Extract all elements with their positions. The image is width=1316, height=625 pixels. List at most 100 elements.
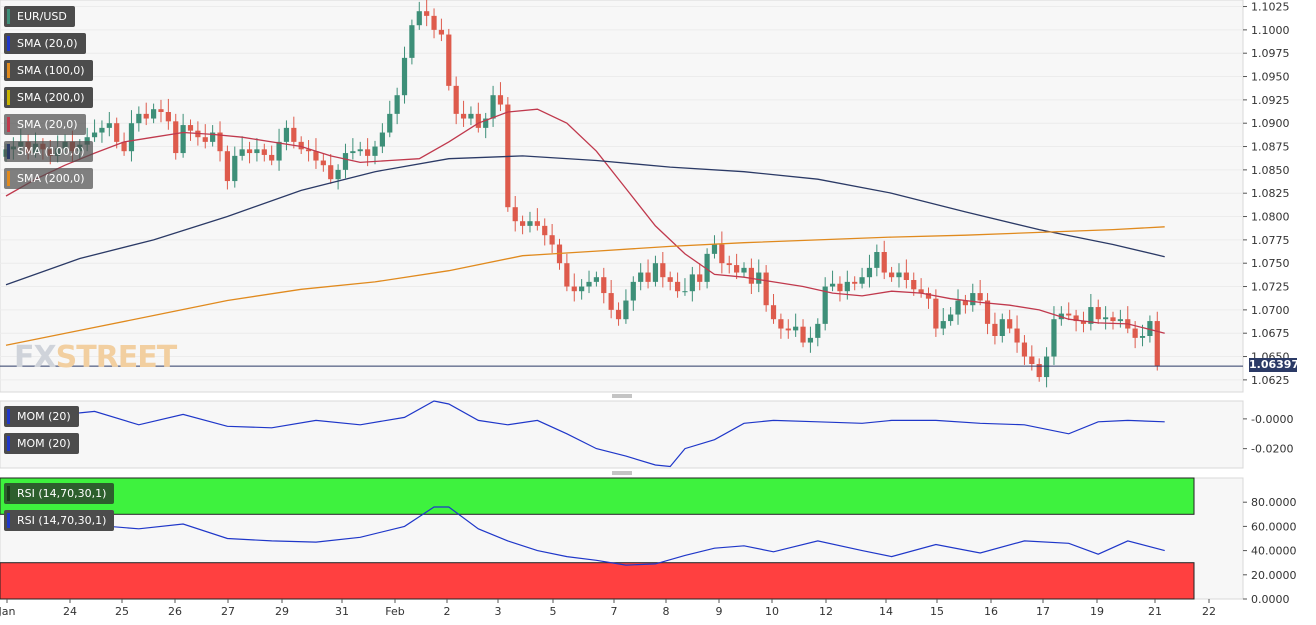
indicator-text: SMA (200,0) [17, 172, 85, 185]
indicator-swatch [7, 144, 10, 159]
candle-body [460, 113, 467, 119]
candle-body [778, 319, 784, 329]
indicator-rsi-label-2[interactable]: RSI (14,70,30,1) [4, 510, 115, 531]
candle-body [335, 169, 341, 180]
candle-body [409, 25, 415, 58]
candle-body [940, 321, 946, 329]
candle-body [291, 127, 297, 142]
candle-body [933, 298, 939, 329]
candle-body [158, 109, 164, 112]
candle-body [571, 286, 577, 292]
candle-body [608, 293, 614, 310]
indicator-swatch [7, 171, 10, 186]
candle-body [748, 267, 754, 284]
candle-body [305, 149, 312, 152]
candle-body [645, 272, 651, 282]
candle-body [955, 300, 961, 315]
x-tick-label: 27 [221, 605, 235, 618]
indicator-text: RSI (14,70,30,1) [17, 487, 107, 500]
candle-body [283, 127, 290, 142]
candle-body [1014, 328, 1020, 343]
candle-body [416, 11, 422, 26]
y-tick-label: 1.0950 [1251, 71, 1290, 84]
candle-body [741, 267, 747, 273]
indicator-text: SMA (20,0) [17, 37, 78, 50]
x-tick-label: Jan [0, 605, 16, 618]
candle-body [497, 95, 504, 105]
candle-body [1066, 313, 1072, 316]
indicator-mom-label[interactable]: MOM (20) [4, 406, 79, 427]
rsi-tick-label: 0.0000 [1251, 593, 1290, 606]
candle-body [84, 137, 90, 145]
x-tick-label: 15 [930, 605, 944, 618]
candle-body [468, 113, 474, 119]
sma-line-2 [5, 226, 1165, 346]
candle-body [143, 113, 149, 119]
y-tick-label: 1.0625 [1251, 374, 1290, 387]
candle-body [202, 137, 208, 142]
candle-body [601, 277, 607, 294]
candle-body [165, 112, 171, 122]
symbol-swatch [7, 9, 10, 24]
candle-body [579, 286, 585, 292]
candle-body [239, 149, 245, 156]
candle-body [726, 263, 732, 266]
candle-body [372, 146, 378, 156]
indicator-sma200-label-2[interactable]: SMA (200,0) [4, 168, 93, 189]
x-tick-label: 5 [550, 605, 557, 618]
sma-line-1 [5, 155, 1165, 286]
candle-body [357, 149, 363, 152]
symbol-label[interactable]: EUR/USD [4, 6, 75, 27]
candle-body [342, 153, 349, 170]
indicator-sma100-label-2[interactable]: SMA (100,0) [4, 141, 93, 162]
candle-body [564, 263, 570, 287]
candle-body [269, 154, 275, 161]
indicator-sma200-label[interactable]: SMA (200,0) [4, 87, 93, 108]
candle-body [977, 293, 983, 301]
candle-body [852, 281, 858, 284]
candle-body [807, 337, 814, 343]
candle-body [763, 272, 769, 306]
candle-body [896, 272, 902, 278]
candle-body [881, 252, 887, 273]
y-tick-label: 1.0800 [1251, 211, 1290, 224]
candle-body [822, 286, 828, 324]
indicator-swatch [7, 409, 10, 424]
candle-body [298, 141, 304, 150]
indicator-swatch [7, 63, 10, 78]
indicator-text: MOM (20) [17, 437, 71, 450]
indicator-sma20-label-2[interactable]: SMA (20,0) [4, 114, 86, 135]
candle-body [1103, 317, 1109, 320]
rsi-tick-label: 20.0000 [1251, 569, 1297, 582]
indicator-rsi-label[interactable]: RSI (14,70,30,1) [4, 483, 115, 504]
indicator-swatch [7, 436, 10, 451]
rsi-oversold-band [0, 562, 1195, 600]
y-tick-label: 1.0775 [1251, 234, 1290, 247]
panel-bg-1 [0, 400, 1244, 469]
candle-body [962, 300, 968, 306]
symbol-text: EUR/USD [17, 10, 67, 23]
candle-body [387, 113, 393, 133]
candle-body [992, 323, 998, 336]
indicator-sma20-label[interactable]: SMA (20,0) [4, 33, 86, 54]
candle-body [652, 263, 659, 282]
indicator-sma100-label[interactable]: SMA (100,0) [4, 60, 93, 81]
candle-body [866, 267, 873, 278]
y-tick-label: 1.0725 [1251, 281, 1290, 294]
candle-body [697, 274, 703, 282]
candle-body [815, 323, 821, 338]
indicator-mom-label-2[interactable]: MOM (20) [4, 433, 79, 454]
x-tick-label: 26 [168, 605, 182, 618]
candle-body [99, 127, 105, 133]
candle-body [180, 125, 186, 154]
candle-body [829, 283, 836, 287]
candle-body [756, 272, 762, 284]
candle-body [446, 34, 452, 86]
mom-line [5, 400, 1165, 468]
y-tick-label: 1.0975 [1251, 47, 1290, 60]
candle-body [660, 263, 666, 278]
candle-body [1007, 319, 1013, 329]
candle-body [874, 252, 880, 268]
mom-tick-label: -0.0200 [1251, 443, 1293, 456]
